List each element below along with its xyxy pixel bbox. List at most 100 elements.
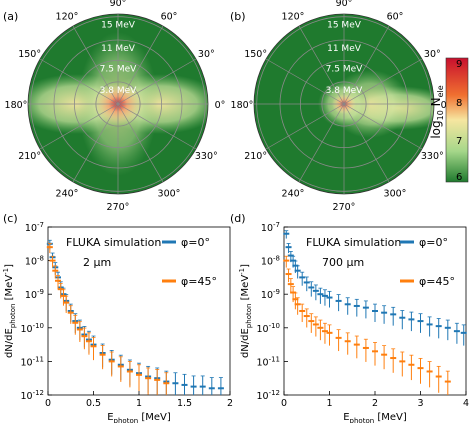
data-point-d-1-11 bbox=[321, 322, 328, 344]
series-group-d bbox=[283, 230, 467, 395]
angle-label-a-1: 30° bbox=[198, 49, 215, 60]
data-point-d-1-12 bbox=[326, 324, 333, 346]
spoke-a-210 bbox=[39, 103, 119, 150]
data-point-d-1-21 bbox=[408, 354, 415, 381]
data-point-d-0-14 bbox=[344, 297, 351, 315]
spoke-b-120 bbox=[298, 25, 345, 105]
spoke-a-330 bbox=[117, 103, 197, 150]
data-point-d-1-22 bbox=[417, 357, 424, 384]
data-point-d-0-10 bbox=[317, 287, 324, 304]
axes-d: 0 1 2 3 4 10-7 10-8 10-9 10-10 10-11 10-12 bbox=[256, 221, 469, 409]
data-point-d-0-13 bbox=[335, 294, 342, 312]
data-point-d-1-14 bbox=[344, 332, 351, 355]
legend-c: φ=0° φ=45° bbox=[162, 236, 217, 288]
data-point-d-0-23 bbox=[426, 316, 433, 337]
panel-label-b: (b) bbox=[230, 10, 246, 23]
spoke-b-330 bbox=[343, 103, 423, 150]
y-tick-label-c-3: 10-10 bbox=[20, 322, 44, 335]
radial-label-b-0: 3.8 MeV bbox=[326, 86, 363, 96]
spoke-a-240 bbox=[72, 103, 119, 183]
angle-label-b-4: 120° bbox=[282, 12, 305, 23]
data-point-d-0-7 bbox=[303, 276, 310, 292]
data-point-d-1-20 bbox=[399, 351, 406, 377]
y-tick-label-d-1: 10-8 bbox=[261, 255, 280, 268]
x-tick-label-c-0: 0 bbox=[45, 398, 51, 409]
angle-label-b-9: 270° bbox=[333, 202, 356, 213]
panel-label-a: (a) bbox=[3, 10, 18, 23]
colorbar: log10 Nele 9 8 7 6 bbox=[429, 57, 469, 183]
data-point-c-1-8 bbox=[72, 314, 79, 335]
annotation-thickness-c: 2 μm bbox=[83, 256, 111, 269]
data-point-c-1-9 bbox=[76, 321, 83, 342]
angle-label-b-2: 60° bbox=[387, 12, 404, 23]
colorbar-tick-8: 8 bbox=[456, 98, 462, 109]
scatter-plot-d: 0 1 2 3 4 10-7 10-8 10-9 10-10 10-11 10-12 FLUKA s… bbox=[238, 221, 469, 423]
data-point-d-1-9 bbox=[312, 316, 319, 337]
legend-label-d-0: φ=0° bbox=[419, 236, 448, 249]
data-point-d-1-8 bbox=[308, 313, 315, 333]
data-point-c-1-10 bbox=[81, 327, 88, 350]
x-tick-label-d-2: 2 bbox=[372, 398, 378, 409]
data-point-c-0-21 bbox=[172, 372, 179, 395]
data-point-d-0-6 bbox=[299, 271, 306, 286]
data-point-d-1-23 bbox=[426, 361, 433, 388]
data-point-c-1-16 bbox=[126, 361, 133, 388]
y-axis-label-d: dN/dEphoton [MeV-1] bbox=[238, 264, 253, 358]
polar-grid-b bbox=[253, 13, 435, 195]
angle-label-a-3: 90° bbox=[110, 0, 127, 9]
angle-label-a-4: 120° bbox=[56, 12, 79, 23]
angle-label-b-11: 330° bbox=[421, 151, 444, 162]
data-point-d-0-27 bbox=[460, 324, 467, 346]
annotation-fluka-c: FLUKA simulation bbox=[66, 236, 161, 249]
x-tick-label-d-4: 4 bbox=[463, 398, 469, 409]
angle-label-b-8: 240° bbox=[282, 188, 305, 199]
spoke-a-60 bbox=[117, 25, 164, 105]
data-point-d-0-24 bbox=[435, 318, 442, 339]
angle-label-a-11: 330° bbox=[195, 151, 218, 162]
angle-label-b-5: 150° bbox=[244, 49, 267, 60]
spoke-b-60 bbox=[343, 25, 390, 105]
data-point-d-0-25 bbox=[444, 319, 451, 341]
data-point-d-1-18 bbox=[381, 345, 388, 370]
data-point-c-0-25 bbox=[208, 377, 215, 395]
data-point-d-1-0 bbox=[283, 255, 290, 268]
data-point-d-1-6 bbox=[299, 303, 306, 323]
colorbar-gradient bbox=[445, 57, 469, 183]
data-point-d-0-19 bbox=[390, 306, 397, 326]
colorbar-tick-6: 6 bbox=[456, 172, 462, 183]
y-tick-label-c-0: 10-7 bbox=[25, 221, 44, 234]
spoke-b-30 bbox=[343, 58, 423, 105]
data-point-d-0-5 bbox=[294, 265, 301, 279]
data-point-c-0-23 bbox=[190, 375, 197, 395]
angle-label-a-6: 180° bbox=[5, 100, 28, 111]
y-axis-label-c: dN/dEphoton [MeV-1] bbox=[2, 264, 17, 358]
radial-label-a-3: 15 MeV bbox=[101, 21, 136, 31]
data-point-c-1-15 bbox=[117, 356, 124, 382]
angle-label-b-1: 30° bbox=[424, 49, 441, 60]
data-point-c-1-19 bbox=[154, 369, 161, 395]
angle-label-b-3: 90° bbox=[336, 0, 353, 9]
x-tick-label-c-3: 1.5 bbox=[177, 398, 192, 409]
spoke-a-120 bbox=[72, 25, 119, 105]
data-point-d-1-19 bbox=[390, 348, 397, 373]
data-point-c-1-1 bbox=[49, 255, 56, 268]
data-point-d-0-18 bbox=[381, 305, 388, 324]
x-tick-label-c-4: 2 bbox=[227, 398, 233, 409]
legend-label-c-1: φ=45° bbox=[181, 275, 217, 288]
x-tick-label-d-1: 1 bbox=[326, 398, 332, 409]
data-point-d-0-21 bbox=[408, 311, 415, 332]
data-point-c-1-6 bbox=[63, 295, 70, 313]
y-tick-label-c-5: 10-12 bbox=[20, 389, 44, 402]
radial-label-a-1: 7.5 MeV bbox=[100, 64, 137, 74]
data-point-c-1-18 bbox=[145, 367, 152, 395]
data-point-d-1-5 bbox=[294, 297, 301, 315]
axes-c: 0 0.5 1 1.5 2 10-7 10-8 10-9 10-10 10-11 10-12 bbox=[20, 221, 233, 409]
x-axis-label-c: Ephoton [MeV] bbox=[107, 412, 171, 423]
data-point-d-0-8 bbox=[308, 281, 315, 297]
data-point-d-1-25 bbox=[444, 370, 451, 395]
data-point-d-1-15 bbox=[353, 335, 360, 359]
radial-label-b-3: 15 MeV bbox=[327, 21, 362, 31]
data-point-c-1-3 bbox=[55, 274, 62, 290]
angle-label-a-5: 150° bbox=[18, 49, 41, 60]
data-point-d-0-12 bbox=[326, 290, 333, 308]
